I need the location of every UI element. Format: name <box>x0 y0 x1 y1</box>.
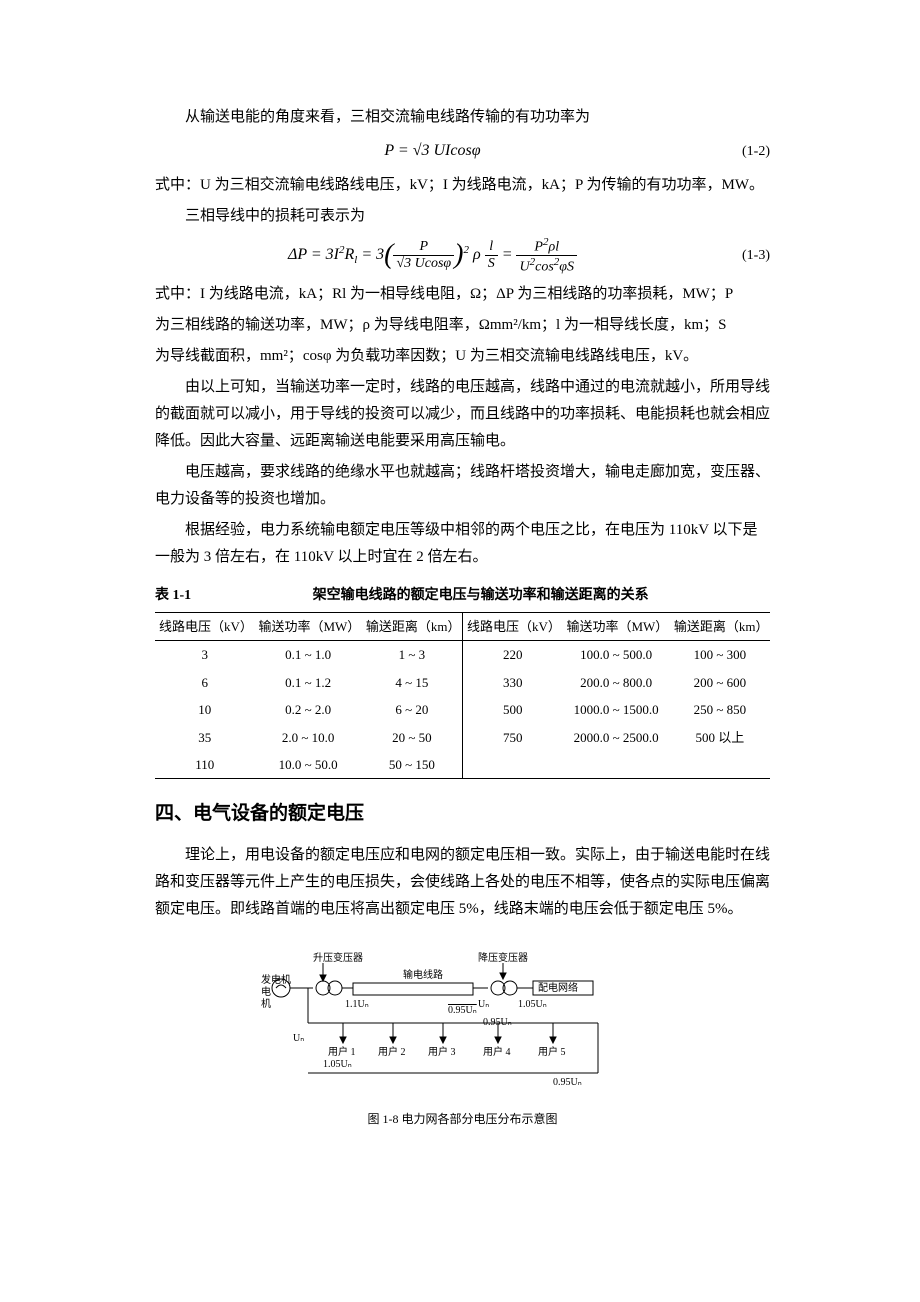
table-row: 352.0 ~ 10.020 ~ 507502000.0 ~ 2500.0500… <box>155 724 770 751</box>
table-cell: 500 以上 <box>670 724 770 751</box>
paragraph-3: 根据经验，电力系统输电额定电压等级中相邻的两个电压之比，在电压为 110kV 以… <box>155 517 770 571</box>
eq1-explain: 式中：U 为三相交流输电线路线电压，kV；I 为线路电流，kA；P 为传输的有功… <box>155 172 770 199</box>
svg-text:用户 3: 用户 3 <box>428 1045 456 1058</box>
table-cell: 500 <box>463 696 563 723</box>
svg-text:1.1Uₙ: 1.1Uₙ <box>345 999 369 1010</box>
section-4-heading: 四、电气设备的额定电压 <box>155 797 770 831</box>
table-cell: 0.1 ~ 1.2 <box>254 669 361 696</box>
svg-text:发电机: 发电机 <box>261 973 291 986</box>
table-cell: 250 ~ 850 <box>670 696 770 723</box>
table-cell: 0.2 ~ 2.0 <box>254 696 361 723</box>
eq2-explain-2: 为三相线路的输送功率，MW；ρ 为导线电阻率，Ωmm²/km；l 为一相导线长度… <box>155 312 770 339</box>
col-h3: 线路电压（kV） <box>463 613 563 641</box>
table-row: 60.1 ~ 1.24 ~ 15330200.0 ~ 800.0200 ~ 60… <box>155 669 770 696</box>
svg-text:用户 5: 用户 5 <box>538 1045 566 1058</box>
svg-text:0.95Uₙ: 0.95Uₙ <box>483 1017 512 1028</box>
figure-1-8-diagram: 发电机 电 机 升压变压器 1.1Uₙ 输电线路 降压变压器 Uₙ 1.05Uₙ… <box>253 933 673 1103</box>
loss-intro: 三相导线中的损耗可表示为 <box>155 203 770 230</box>
table-cell: 1 ~ 3 <box>362 641 463 669</box>
svg-text:1.05Uₙ: 1.05Uₙ <box>323 1059 352 1070</box>
col-h4: 输送功率（MW） <box>562 613 669 641</box>
table-cell: 330 <box>463 669 563 696</box>
paragraph-4: 理论上，用电设备的额定电压应和电网的额定电压相一致。实际上，由于输送电能时在线路… <box>155 842 770 923</box>
table-cell: 10 <box>155 696 254 723</box>
table-cell <box>463 751 563 779</box>
table-cell: 6 ~ 20 <box>362 696 463 723</box>
col-h1: 输送功率（MW） <box>254 613 361 641</box>
intro-para: 从输送电能的角度来看，三相交流输电线路传输的有功功率为 <box>155 104 770 131</box>
eq2-explain-3: 为导线截面积，mm²；cosφ 为负载功率因数；U 为三相交流输电线路线电压，k… <box>155 343 770 370</box>
svg-text:输电线路: 输电线路 <box>403 968 443 981</box>
col-h2: 输送距离（km） <box>362 613 463 641</box>
table-cell <box>670 751 770 779</box>
table-cell: 100 ~ 300 <box>670 641 770 669</box>
table-caption: 架空输电线路的额定电压与输送功率和输送距离的关系 <box>155 583 770 608</box>
svg-text:Uₙ: Uₙ <box>478 999 489 1010</box>
table-cell: 20 ~ 50 <box>362 724 463 751</box>
svg-text:用户 2: 用户 2 <box>378 1045 406 1058</box>
svg-text:机: 机 <box>261 997 271 1010</box>
table-row: 30.1 ~ 1.01 ~ 3220100.0 ~ 500.0100 ~ 300 <box>155 641 770 669</box>
paragraph-1: 由以上可知，当输送功率一定时，线路的电压越高，线路中通过的电流就越小，所用导线的… <box>155 374 770 455</box>
equation-1-3: ΔP = 3I2Rl = 3(P√3 Ucosφ)2 ρ lS = P2ρlU2… <box>155 236 770 275</box>
table-label: 表 1-1 <box>155 583 191 608</box>
equation-1-2: P = √3 UIcosφ (1-2) <box>155 137 770 166</box>
svg-text:Uₙ: Uₙ <box>293 1033 304 1044</box>
svg-text:用户 1: 用户 1 <box>328 1045 356 1058</box>
svg-text:升压变压器: 升压变压器 <box>313 951 363 964</box>
table-cell: 6 <box>155 669 254 696</box>
eq2-num: (1-3) <box>710 243 770 268</box>
col-h0: 线路电压（kV） <box>155 613 254 641</box>
table-body: 30.1 ~ 1.01 ~ 3220100.0 ~ 500.0100 ~ 300… <box>155 641 770 779</box>
eq2-explain-1: 式中：I 为线路电流，kA；Rl 为一相导线电阻，Ω；ΔP 为三相线路的功率损耗… <box>155 281 770 308</box>
table-cell: 1000.0 ~ 1500.0 <box>562 696 669 723</box>
eq1-num: (1-2) <box>710 139 770 164</box>
table-cell: 4 ~ 15 <box>362 669 463 696</box>
table-cell <box>562 751 669 779</box>
table-cell: 110 <box>155 751 254 779</box>
table-row: 100.2 ~ 2.06 ~ 205001000.0 ~ 1500.0250 ~… <box>155 696 770 723</box>
table-cell: 200.0 ~ 800.0 <box>562 669 669 696</box>
paragraph-2: 电压越高，要求线路的绝缘水平也就越高；线路杆塔投资增大，输电走廊加宽，变压器、电… <box>155 459 770 513</box>
table-row: 11010.0 ~ 50.050 ~ 150 <box>155 751 770 779</box>
table-cell: 3 <box>155 641 254 669</box>
table-cell: 35 <box>155 724 254 751</box>
voltage-table: 线路电压（kV） 输送功率（MW） 输送距离（km） 线路电压（kV） 输送功率… <box>155 612 770 779</box>
svg-text:降压变压器: 降压变压器 <box>478 951 528 964</box>
table-cell: 750 <box>463 724 563 751</box>
table-cell: 0.1 ~ 1.0 <box>254 641 361 669</box>
table-cell: 10.0 ~ 50.0 <box>254 751 361 779</box>
table-cell: 2.0 ~ 10.0 <box>254 724 361 751</box>
svg-text:0.95Uₙ: 0.95Uₙ <box>448 1005 477 1016</box>
table-cell: 200 ~ 600 <box>670 669 770 696</box>
svg-text:1.05Uₙ: 1.05Uₙ <box>518 999 547 1010</box>
figure-1-8-caption: 图 1-8 电力网各部分电压分布示意图 <box>155 1109 770 1131</box>
svg-text:电: 电 <box>261 985 271 998</box>
table-cell: 50 ~ 150 <box>362 751 463 779</box>
svg-text:配电网络: 配电网络 <box>538 981 578 994</box>
table-cell: 2000.0 ~ 2500.0 <box>562 724 669 751</box>
col-h5: 输送距离（km） <box>670 613 770 641</box>
eq2-formula: ΔP = 3I2Rl = 3(P√3 Ucosφ)2 ρ lS = P2ρlU2… <box>155 236 710 275</box>
svg-text:用户 4: 用户 4 <box>483 1045 511 1058</box>
table-cell: 100.0 ~ 500.0 <box>562 641 669 669</box>
eq1-formula: P = √3 UIcosφ <box>155 137 710 166</box>
svg-text:0.95Uₙ: 0.95Uₙ <box>553 1077 582 1088</box>
table-cell: 220 <box>463 641 563 669</box>
